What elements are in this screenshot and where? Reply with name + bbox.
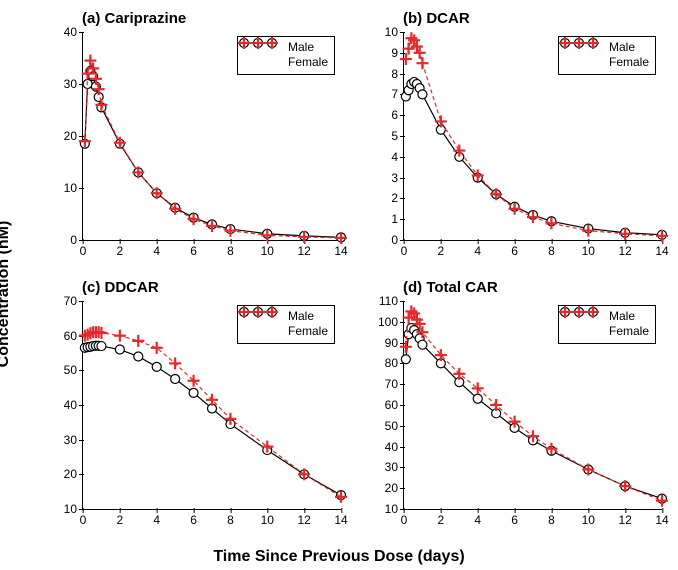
y-tick: 20 xyxy=(64,467,83,481)
x-tick: 4 xyxy=(153,509,160,527)
legend-label: Female xyxy=(609,324,649,339)
x-tick: 2 xyxy=(438,509,445,527)
x-tick: 8 xyxy=(227,509,234,527)
legend-label: Male xyxy=(288,309,314,324)
x-tick: 12 xyxy=(297,509,310,527)
legend-label: Male xyxy=(609,40,635,55)
x-tick: 10 xyxy=(582,240,595,258)
legend: Male Female xyxy=(237,36,335,75)
legend-item-female: Female xyxy=(244,324,328,339)
y-tick: 60 xyxy=(385,398,404,412)
legend-label: Female xyxy=(288,55,328,70)
x-tick: 6 xyxy=(511,509,518,527)
legend-label: Female xyxy=(288,324,328,339)
y-tick: 40 xyxy=(64,398,83,412)
legend: Male Female xyxy=(558,305,656,344)
x-tick: 2 xyxy=(117,509,124,527)
plot-area: 1020304050607002468101214 xyxy=(82,301,341,510)
x-tick: 8 xyxy=(227,240,234,258)
plot-area: 10203040506070809010011002468101214 xyxy=(403,301,662,510)
y-tick: 50 xyxy=(64,363,83,377)
x-tick: 10 xyxy=(261,240,274,258)
x-tick: 6 xyxy=(511,240,518,258)
x-tick: 10 xyxy=(261,509,274,527)
x-tick: 2 xyxy=(117,240,124,258)
y-tick: 8 xyxy=(391,67,404,81)
x-tick: 8 xyxy=(548,240,555,258)
legend-item-female: Female xyxy=(244,55,328,70)
y-tick: 9 xyxy=(391,46,404,60)
panel-title: (b) DCAR xyxy=(403,10,470,27)
x-tick: 0 xyxy=(80,509,87,527)
y-tick: 50 xyxy=(385,419,404,433)
x-tick: 14 xyxy=(655,509,668,527)
x-tick: 10 xyxy=(582,509,595,527)
x-tick: 4 xyxy=(474,240,481,258)
panel-a: (a) Cariprazine 01020304002468101214 xyxy=(40,10,347,267)
legend-label: Male xyxy=(609,309,635,324)
legend-item-female: Female xyxy=(565,55,649,70)
legend-label: Male xyxy=(288,40,314,55)
y-tick: 10 xyxy=(385,25,404,39)
x-axis-label: Time Since Previous Dose (days) xyxy=(213,548,464,566)
panel-title: (d) Total CAR xyxy=(403,279,498,296)
x-tick: 12 xyxy=(618,240,631,258)
y-tick: 20 xyxy=(385,481,404,495)
y-tick: 2 xyxy=(391,191,404,205)
y-tick: 70 xyxy=(385,377,404,391)
panel-title: (a) Cariprazine xyxy=(82,10,186,27)
panel-c: (c) DDCAR 1020304050607002468101214 xyxy=(40,279,347,536)
y-tick: 30 xyxy=(385,460,404,474)
y-tick: 100 xyxy=(378,315,404,329)
x-tick: 0 xyxy=(401,240,408,258)
x-tick: 0 xyxy=(401,509,408,527)
plot-area: 01234567891002468101214 xyxy=(403,32,662,241)
y-axis-label: Concentration (nM) xyxy=(0,221,13,368)
x-tick: 14 xyxy=(334,509,347,527)
x-tick: 2 xyxy=(438,240,445,258)
y-tick: 30 xyxy=(64,433,83,447)
plot-area: 01020304002468101214 xyxy=(82,32,341,241)
panel-d: (d) Total CAR 102030405060708090100110024… xyxy=(361,279,668,536)
x-tick: 12 xyxy=(618,509,631,527)
legend-label: Female xyxy=(609,55,649,70)
x-tick: 4 xyxy=(153,240,160,258)
y-tick: 1 xyxy=(391,212,404,226)
x-tick: 4 xyxy=(474,509,481,527)
panel-grid: (a) Cariprazine01020304002468101214 xyxy=(40,10,668,536)
x-tick: 8 xyxy=(548,509,555,527)
y-tick: 10 xyxy=(64,181,83,195)
x-tick: 6 xyxy=(190,509,197,527)
legend: Male Female xyxy=(558,36,656,75)
pk-figure: Concentration (nM) (a) Cariprazine010203… xyxy=(0,0,678,570)
y-tick: 40 xyxy=(385,440,404,454)
legend-swatch-icon xyxy=(244,57,284,69)
legend-swatch-icon xyxy=(565,326,605,338)
legend-item-female: Female xyxy=(565,324,649,339)
y-tick: 3 xyxy=(391,171,404,185)
y-tick: 30 xyxy=(64,77,83,91)
y-tick: 5 xyxy=(391,129,404,143)
legend: Male Female xyxy=(237,305,335,344)
x-tick: 0 xyxy=(80,240,87,258)
y-tick: 110 xyxy=(379,294,404,308)
y-tick: 40 xyxy=(64,25,83,39)
y-tick: 70 xyxy=(64,294,83,308)
y-tick: 6 xyxy=(391,108,404,122)
legend-swatch-icon xyxy=(244,326,284,338)
x-tick: 14 xyxy=(655,240,668,258)
y-tick: 4 xyxy=(391,150,404,164)
panel-title: (c) DDCAR xyxy=(82,279,159,296)
x-tick: 6 xyxy=(190,240,197,258)
panel-b: (b) DCAR 01234567891002468101214 xyxy=(361,10,668,267)
legend-swatch-icon xyxy=(565,57,605,69)
